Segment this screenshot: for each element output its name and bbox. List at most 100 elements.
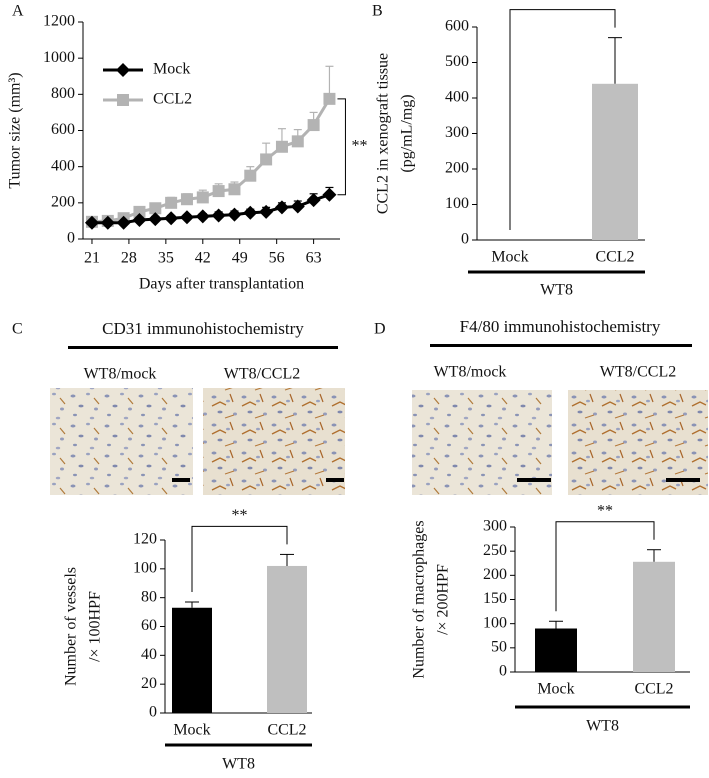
micrograph <box>203 388 345 495</box>
y-tick-label: 400 <box>445 89 469 106</box>
significance-bracket <box>509 9 616 230</box>
y-tick-label: 300 <box>483 518 507 535</box>
significance-bracket <box>337 98 346 196</box>
significance-label: ** <box>597 502 613 519</box>
y-tick-label: 200 <box>51 194 75 211</box>
data-point <box>260 153 273 166</box>
data-point <box>212 185 225 198</box>
panel-letter: C <box>12 321 23 338</box>
data-point <box>274 200 289 215</box>
legend-label: Mock <box>153 61 190 78</box>
legend-marker <box>116 63 130 77</box>
y-axis-title: Tumor size (mm³) <box>7 72 24 188</box>
bar <box>535 628 577 672</box>
data-point <box>323 92 336 105</box>
scale-bar <box>666 478 700 482</box>
data-point <box>100 215 115 230</box>
y-tick-label: 300 <box>445 124 469 141</box>
y-tick-label: 600 <box>445 18 469 35</box>
data-point <box>290 199 305 214</box>
bar <box>267 565 307 713</box>
x-tick-label: 42 <box>195 250 211 267</box>
panel-letter: D <box>374 321 386 338</box>
x-tick-label: 28 <box>121 250 137 267</box>
y-axis-title: /× 200HPF <box>435 564 452 635</box>
series-line <box>91 98 331 224</box>
y-tick-label: 60 <box>141 617 157 634</box>
x-tick-label: CCL2 <box>267 722 306 739</box>
y-tick-label: 1000 <box>43 49 75 66</box>
y-tick-label: 0 <box>67 230 75 247</box>
data-point <box>259 204 274 219</box>
x-tick-label: CCL2 <box>595 249 634 266</box>
data-point <box>322 187 337 202</box>
data-point <box>244 169 257 182</box>
y-tick-label: 150 <box>483 590 507 607</box>
y-tick-label: 40 <box>141 646 157 663</box>
bar <box>592 83 638 240</box>
significance-label: ** <box>555 0 571 7</box>
y-tick-label: 80 <box>141 588 157 605</box>
x-tick-label: Mock <box>537 681 574 698</box>
data-point <box>211 208 226 223</box>
x-tick-label: Mock <box>173 722 210 739</box>
y-axis-title: Number of vessels <box>63 567 80 686</box>
y-tick-label: 0 <box>149 704 157 721</box>
y-tick-label: 1200 <box>43 13 75 30</box>
significance-bracket <box>191 525 288 592</box>
x-tick-label: 49 <box>232 250 248 267</box>
y-tick-label: 0 <box>461 231 469 248</box>
x-tick-label: 63 <box>306 250 322 267</box>
y-tick-label: 250 <box>483 542 507 559</box>
y-tick-label: 600 <box>51 121 75 138</box>
x-tick-label: Mock <box>491 249 528 266</box>
group-rule <box>468 270 645 274</box>
data-point <box>116 215 131 230</box>
data-point <box>227 207 242 222</box>
data-point <box>196 191 209 204</box>
micrograph <box>568 390 708 495</box>
data-point <box>195 209 210 224</box>
series-line <box>91 193 330 225</box>
x-tick-label: 56 <box>269 250 285 267</box>
data-point <box>306 193 321 208</box>
data-point <box>84 215 99 230</box>
y-tick-label: 50 <box>491 639 507 656</box>
y-axis-title: Number of macrophages <box>411 520 428 678</box>
micrograph <box>50 388 193 495</box>
scale-bar <box>517 478 551 482</box>
y-tick-label: 200 <box>445 160 469 177</box>
group-rule <box>165 743 312 747</box>
y-tick-label: 100 <box>483 614 507 631</box>
panel-letter: A <box>12 3 24 20</box>
significance-label: ** <box>232 507 248 524</box>
scale-bar <box>326 478 344 482</box>
panel-header: CD31 immunohistochemistry <box>102 319 304 338</box>
bar <box>172 607 212 713</box>
data-point <box>180 193 193 206</box>
image-label: WT8/CCL2 <box>600 364 676 381</box>
scale-bar <box>172 478 190 482</box>
data-point <box>179 210 194 225</box>
y-tick-label: 200 <box>483 566 507 583</box>
data-point <box>307 119 320 132</box>
group-label: WT8 <box>222 756 255 773</box>
y-tick-label: 120 <box>133 531 157 548</box>
data-point <box>133 205 146 218</box>
image-label: WT8/CCL2 <box>224 366 300 383</box>
group-label: WT8 <box>586 718 619 735</box>
header-rule <box>430 344 692 347</box>
data-point <box>165 196 178 209</box>
header-rule <box>68 346 338 349</box>
data-point <box>149 202 162 215</box>
y-axis-title: /× 100HPF <box>87 591 104 662</box>
x-tick-label: 21 <box>84 250 100 267</box>
data-point <box>291 135 304 148</box>
y-tick-label: 100 <box>133 560 157 577</box>
image-label: WT8/mock <box>84 366 157 383</box>
y-tick-label: 500 <box>445 53 469 70</box>
group-rule <box>515 705 690 709</box>
significance-label: ** <box>351 137 367 154</box>
panel-letter: B <box>372 3 383 20</box>
